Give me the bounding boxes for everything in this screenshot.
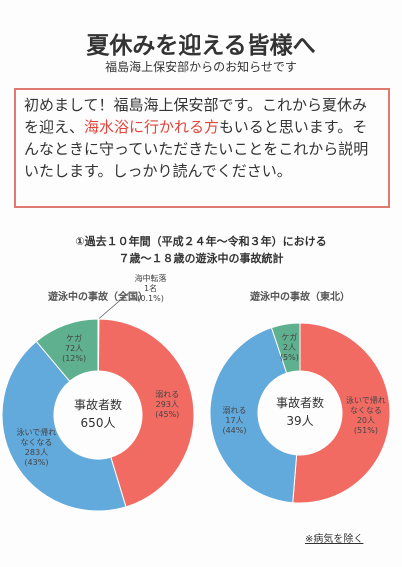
- slice-value: 72人: [65, 344, 84, 354]
- pie-slice: [292, 322, 391, 504]
- chart-title: 遊泳中の事故（東北）: [250, 290, 350, 303]
- chart-title: 遊泳中の事故（全国）: [48, 290, 148, 303]
- pie-slice: [270, 322, 301, 374]
- slice-percent: (5%): [279, 352, 299, 362]
- slice-label: ケガ 72人 (12%): [53, 334, 95, 364]
- slice-value: 2人: [282, 342, 296, 352]
- slice-name: ケガ: [281, 332, 298, 342]
- slice-value: 1名: [144, 284, 158, 293]
- message-text: 初めまして！福島海上保安部です。これから夏休みを迎え、: [24, 96, 368, 136]
- footnote: ※病気を除く: [305, 534, 364, 545]
- slice-label: 泳いで帰れなくなる 283人 (43%): [15, 428, 57, 468]
- slice-value: 17人: [225, 415, 244, 425]
- pie-slice: [1, 340, 127, 512]
- slice-percent: (43%): [24, 458, 49, 468]
- slice-name: 泳いで帰れなくなる: [16, 428, 57, 448]
- slice-label: ケガ 2人 (5%): [268, 333, 310, 363]
- slice-name: 海中転落: [134, 274, 167, 283]
- slice-value: 293人: [155, 400, 179, 410]
- pie-slice: [209, 326, 298, 504]
- center-label: 事故者数: [74, 397, 122, 412]
- slice-percent: (0.1%): [137, 294, 164, 303]
- pie-slice: [35, 318, 99, 382]
- center-total: 650人: [81, 416, 116, 430]
- center-label: 事故者数: [276, 395, 324, 410]
- slice-name: 溺れる: [155, 390, 180, 400]
- section-heading: ①過去１０年間（平成２４年～令和３年）における: [75, 235, 327, 248]
- leader-line: [98, 292, 129, 320]
- slice-name: 泳いで帰れなくなる: [346, 395, 386, 415]
- slice-percent: (12%): [62, 354, 87, 364]
- slice-name: 溺れる: [222, 405, 247, 415]
- slice-label: 泳いで帰れなくなる 20人 (51%): [345, 396, 387, 436]
- message-text: もいると思います。そんなときに守っていただきたいことをこれから説明いたします。し…: [24, 118, 369, 180]
- slice-percent: (44%): [222, 425, 247, 435]
- slice-label: 溺れる 293人 (45%): [146, 390, 188, 420]
- section-heading: ７歳～１８歳の遊泳中の事故統計: [118, 252, 284, 265]
- slice-label: 溺れる 17人 (44%): [213, 406, 255, 436]
- pie-slice: [97, 318, 195, 508]
- slice-percent: (45%): [155, 410, 180, 420]
- message-highlight: 海水浴に行かれる方: [84, 118, 220, 136]
- slice-name: ケガ: [66, 334, 83, 344]
- message-box: 初めまして！福島海上保安部です。これから夏休みを迎え、海水浴に行かれる方もいると…: [14, 88, 390, 208]
- slice-percent: (51%): [353, 425, 378, 435]
- title: 夏休みを迎える皆様へ: [86, 33, 316, 59]
- slice-label: 海中転落 1名 (0.1%): [128, 274, 174, 304]
- center-total: 39人: [286, 414, 313, 428]
- subtitle: 福島海上保安部からのお知らせです: [105, 60, 297, 74]
- slice-value: 283人: [24, 448, 49, 458]
- slice-value: 20人: [356, 415, 376, 425]
